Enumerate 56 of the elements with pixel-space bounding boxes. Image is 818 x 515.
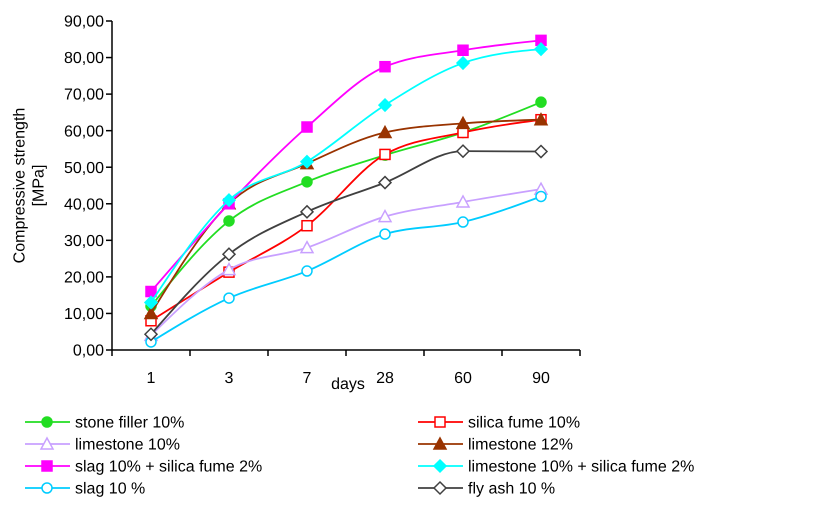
point	[379, 228, 391, 240]
point	[378, 176, 392, 190]
x-tick-label: 60	[454, 370, 472, 387]
point	[456, 56, 470, 70]
y-tick-label: 10,00	[64, 306, 104, 324]
point	[222, 247, 236, 261]
point	[222, 193, 236, 207]
x-tick-label: 1	[146, 370, 156, 387]
x-tick-label: 28	[376, 370, 394, 387]
legend-label: slag 10 %	[75, 480, 146, 498]
point	[378, 126, 392, 138]
point	[534, 42, 548, 56]
point	[301, 220, 313, 232]
point	[144, 306, 158, 320]
point	[535, 190, 547, 202]
y-axis-title: Compressive strength [MPa]	[11, 108, 48, 264]
legend-label: stone filler 10%	[75, 414, 184, 432]
legend-label: limestone 10% + silica fume 2%	[468, 458, 694, 476]
x-tick-label: 7	[302, 370, 312, 387]
point	[378, 98, 392, 112]
point	[223, 292, 235, 304]
y-tick-label: 80,00	[64, 50, 104, 68]
legend-label: slag 10% + silica fume 2%	[75, 458, 262, 476]
point	[223, 215, 235, 227]
point	[144, 296, 158, 310]
y-tick-label: 70,00	[64, 86, 104, 104]
point	[300, 205, 314, 219]
legend-label: silica fume 10%	[468, 414, 580, 432]
point	[300, 240, 314, 254]
point	[378, 210, 392, 222]
x-tick-label: 90	[532, 370, 550, 387]
point	[456, 116, 470, 130]
point	[301, 121, 313, 133]
point	[301, 265, 313, 277]
legend-label: limestone 10%	[75, 436, 180, 454]
point	[457, 44, 469, 56]
y-tick-label: 60,00	[64, 123, 104, 140]
y-tick-label: 90,00	[64, 14, 104, 31]
y-tick-label: 50,00	[64, 160, 104, 177]
point	[301, 176, 313, 188]
legend-label: limestone 12%	[468, 436, 573, 454]
point	[379, 60, 391, 72]
legend-label: fly ash 10 %	[468, 480, 556, 498]
point	[145, 286, 157, 298]
point	[456, 195, 470, 208]
point	[222, 262, 236, 276]
point	[534, 144, 548, 158]
point	[535, 96, 547, 108]
x-tick-label: 3	[224, 370, 234, 387]
y-tick-label: 30,00	[64, 232, 104, 250]
point	[457, 216, 469, 228]
y-tick-label: 20,00	[64, 269, 104, 286]
point	[456, 144, 470, 158]
y-tick-label: 40,00	[64, 196, 104, 214]
x-axis-title: days	[331, 376, 365, 394]
y-tick-label: 0,00	[72, 342, 104, 360]
